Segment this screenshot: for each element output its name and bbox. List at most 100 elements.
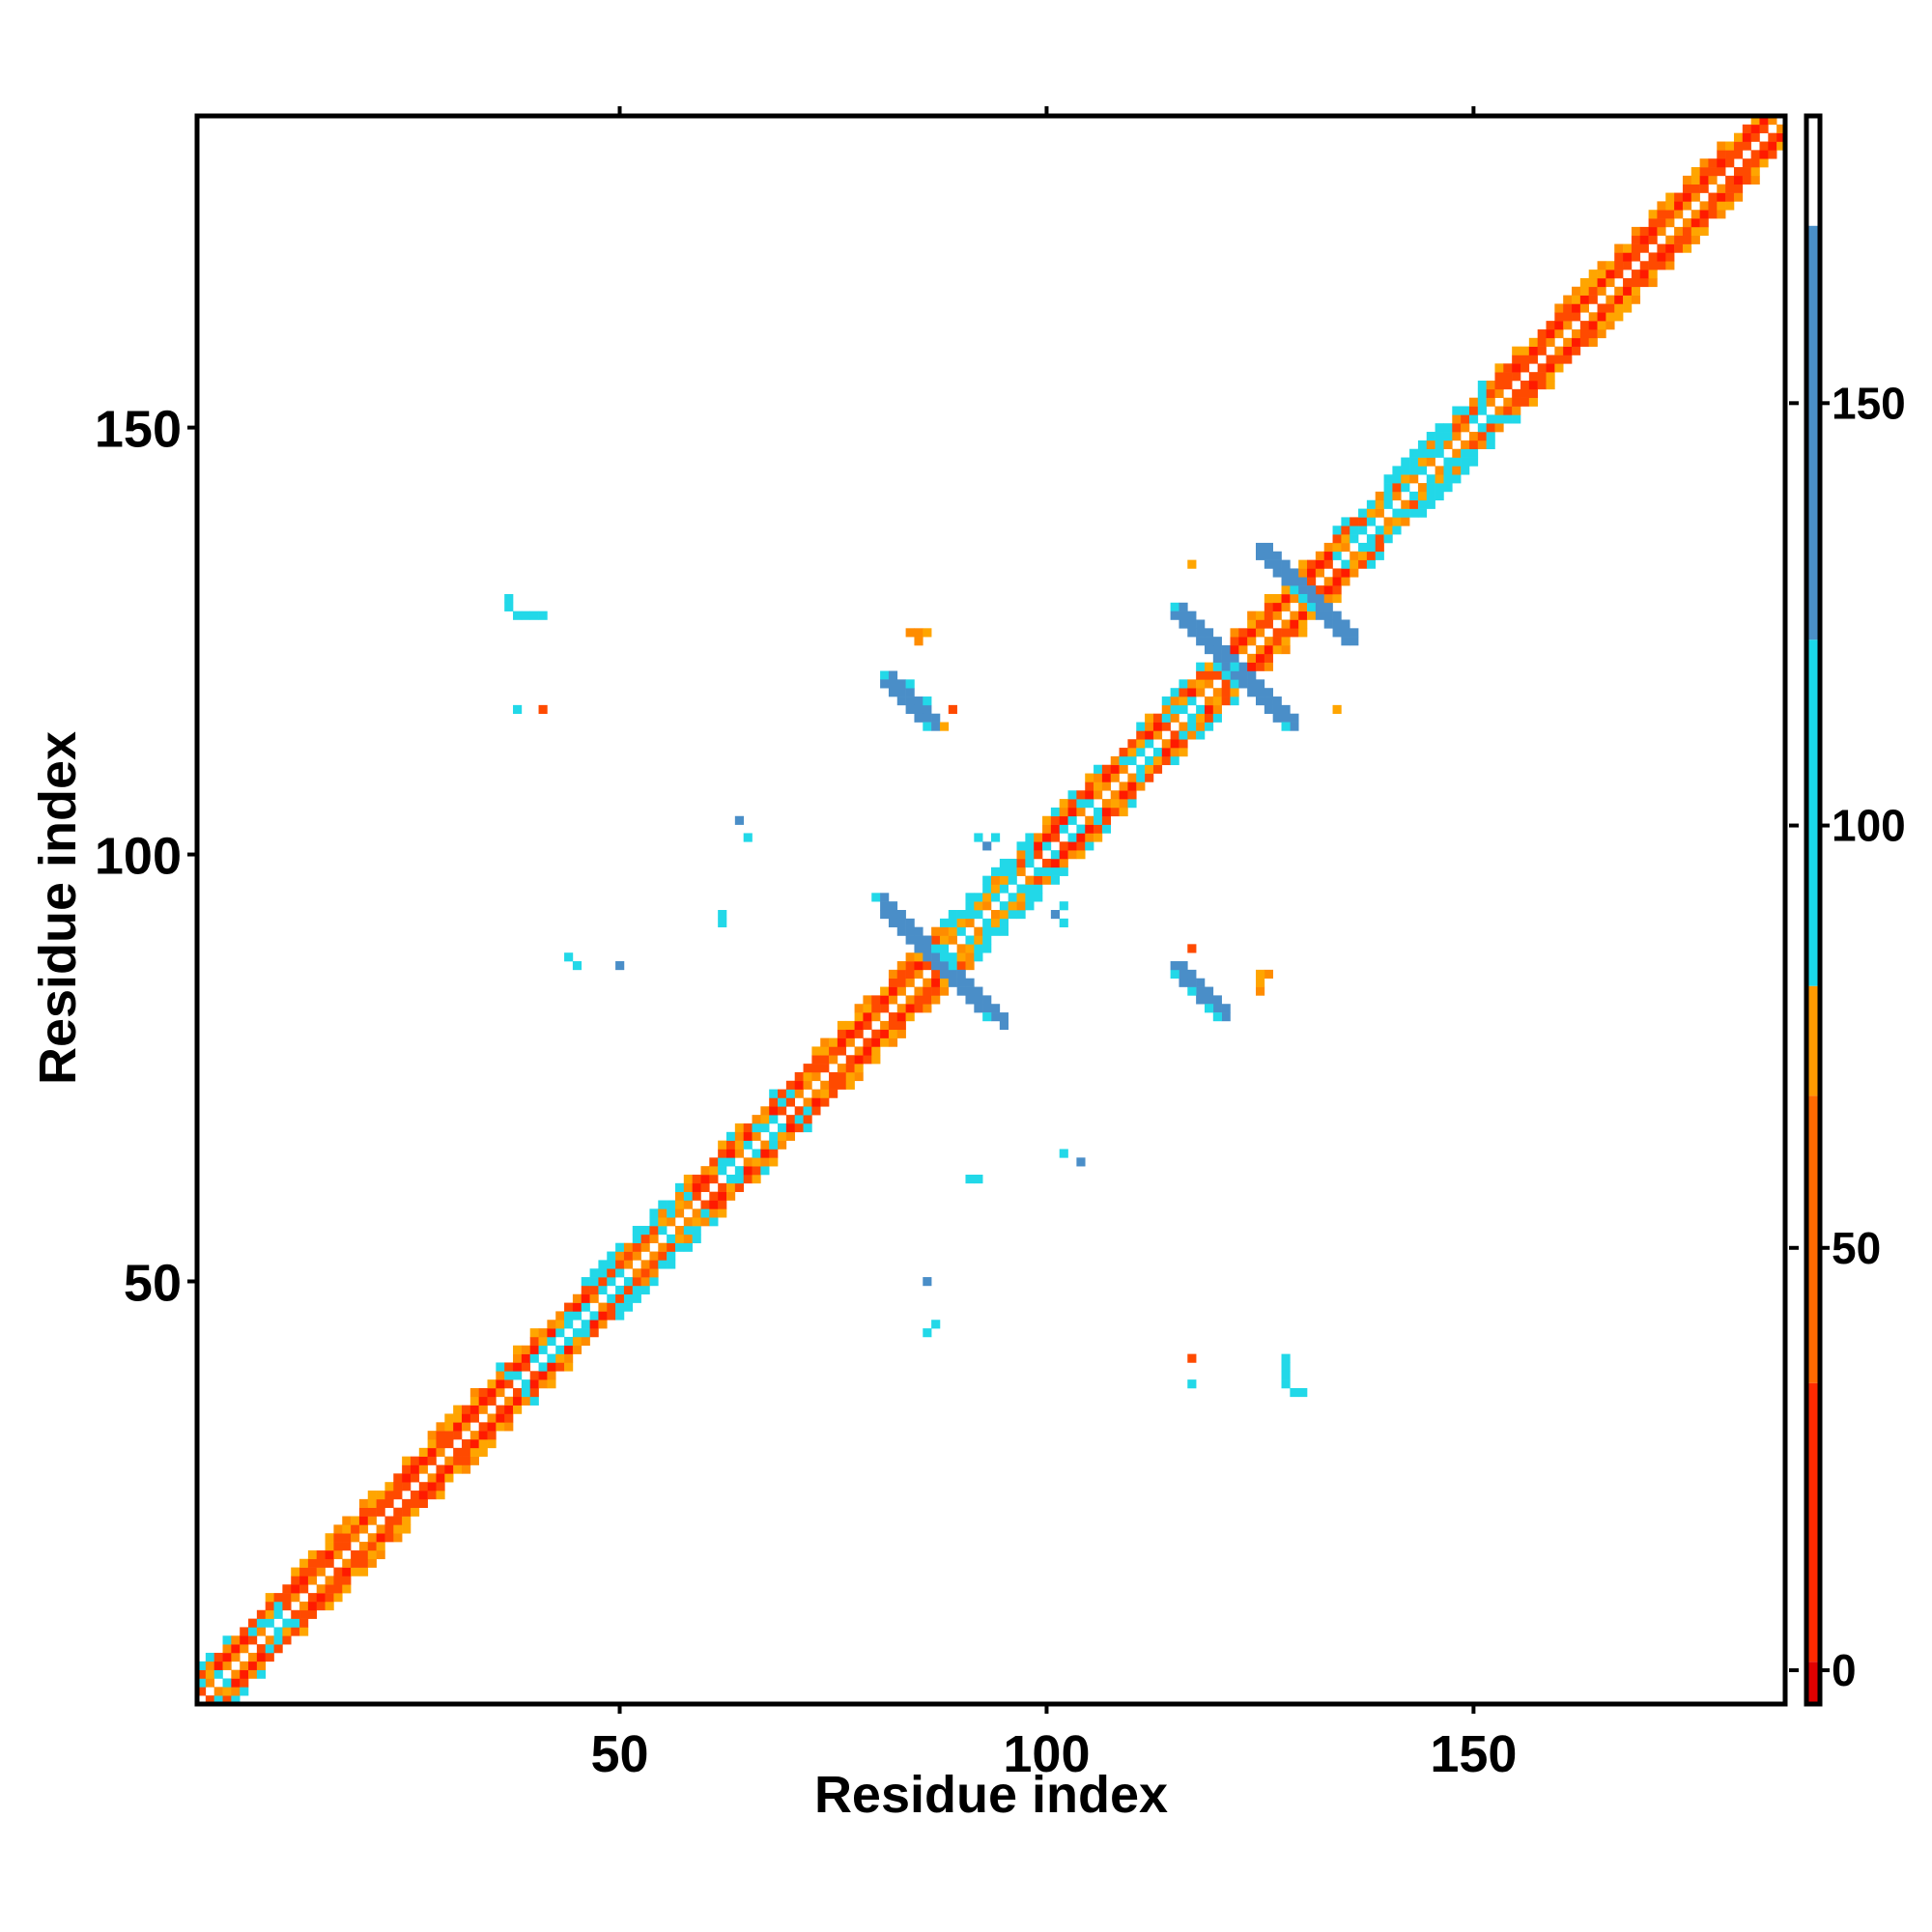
heatmap-cell xyxy=(1375,499,1384,509)
heatmap-cell xyxy=(709,1217,719,1227)
heatmap-cell xyxy=(896,978,906,987)
heatmap-cell xyxy=(811,1106,821,1116)
heatmap-cell xyxy=(1110,807,1120,817)
heatmap-cell xyxy=(948,961,957,971)
heatmap-cell xyxy=(803,1064,812,1073)
heatmap-cell xyxy=(1050,875,1061,885)
heatmap-cell xyxy=(803,1106,812,1116)
heatmap-cell xyxy=(478,1431,488,1440)
heatmap-cell xyxy=(667,1251,676,1261)
heatmap-cell xyxy=(1332,534,1342,544)
heatmap-cell xyxy=(1452,448,1462,458)
heatmap-cell xyxy=(538,611,548,620)
heatmap-cell xyxy=(1247,653,1257,663)
heatmap-cell xyxy=(418,1482,428,1492)
heatmap-cell xyxy=(1468,448,1479,458)
heatmap-cell xyxy=(299,1584,309,1594)
heatmap-cell xyxy=(1332,551,1342,560)
heatmap-cell xyxy=(1383,526,1393,535)
heatmap-cell xyxy=(1315,611,1325,620)
heatmap-cell xyxy=(1572,312,1581,322)
heatmap-cell xyxy=(376,1507,385,1517)
heatmap-cell xyxy=(547,1379,556,1389)
heatmap-cell xyxy=(632,1226,641,1236)
heatmap-cell xyxy=(504,593,514,604)
heatmap-cell xyxy=(1221,653,1231,663)
heatmap-cell xyxy=(1204,713,1214,723)
heatmap-cell xyxy=(1401,499,1410,509)
heatmap-cell xyxy=(1768,150,1777,159)
heatmap-cell xyxy=(427,1482,437,1492)
heatmap-cell xyxy=(854,1029,864,1038)
heatmap-cell xyxy=(1247,611,1257,620)
heatmap-cell xyxy=(888,688,898,697)
heatmap-cell xyxy=(623,1260,634,1269)
heatmap-cell xyxy=(1383,499,1393,509)
heatmap-cell xyxy=(658,1260,668,1269)
heatmap-cell xyxy=(1512,406,1521,415)
heatmap-cell xyxy=(615,1268,625,1278)
heatmap-cell xyxy=(1187,688,1197,697)
heatmap-cell xyxy=(1623,277,1633,288)
heatmap-cell xyxy=(803,1115,812,1124)
heatmap-cell xyxy=(453,1413,463,1423)
heatmap-cell xyxy=(1179,730,1188,740)
heatmap-cell xyxy=(1725,184,1735,193)
heatmap-cell xyxy=(1016,901,1026,911)
heatmap-cell xyxy=(393,1524,403,1534)
heatmap-cell xyxy=(1350,534,1359,544)
heatmap-cell xyxy=(1699,167,1709,177)
colorbar-band xyxy=(1806,985,1820,1096)
heatmap-cell xyxy=(991,1004,1001,1013)
heatmap-cell xyxy=(1537,328,1547,339)
heatmap-cell xyxy=(615,1285,625,1295)
heatmap-cell xyxy=(427,1473,437,1483)
heatmap-cell xyxy=(462,1464,471,1474)
heatmap-cell xyxy=(564,1362,574,1372)
heatmap-cell xyxy=(1204,679,1214,689)
heatmap-cell xyxy=(683,1175,693,1184)
heatmap-cell xyxy=(1733,192,1744,202)
heatmap-cell xyxy=(607,1251,616,1261)
heatmap-cell xyxy=(1486,423,1495,433)
heatmap-cell xyxy=(863,1055,872,1065)
heatmap-cell xyxy=(1699,175,1709,185)
heatmap-cell xyxy=(487,1422,497,1432)
heatmap-cell xyxy=(965,910,975,920)
heatmap-cell xyxy=(256,1661,267,1670)
heatmap-cell xyxy=(1494,381,1504,390)
heatmap-cell xyxy=(1392,466,1402,475)
heatmap-cell xyxy=(1315,602,1325,611)
heatmap-cell xyxy=(1512,414,1521,424)
heatmap-cell xyxy=(1290,713,1299,723)
heatmap-cell xyxy=(1264,653,1273,663)
heatmap-cell xyxy=(1690,210,1700,219)
heatmap-cell xyxy=(880,910,890,920)
heatmap-cell xyxy=(982,884,992,894)
heatmap-cell xyxy=(1272,704,1282,715)
heatmap-cell xyxy=(820,1080,830,1090)
heatmap-cell xyxy=(769,1131,779,1141)
heatmap-cell xyxy=(240,1627,249,1636)
heatmap-cell xyxy=(743,1122,753,1133)
heatmap-cell xyxy=(692,1234,701,1244)
heatmap-cell xyxy=(1042,833,1052,842)
heatmap-cell xyxy=(231,1669,241,1679)
heatmap-cell xyxy=(529,1353,539,1363)
heatmap-cell xyxy=(632,1234,641,1244)
heatmap-cell xyxy=(956,986,966,996)
heatmap-cell xyxy=(1067,799,1077,809)
heatmap-cell xyxy=(1512,397,1521,407)
heatmap-cell xyxy=(999,858,1009,868)
heatmap-cell xyxy=(572,1293,582,1303)
heatmap-cell xyxy=(896,696,906,706)
heatmap-cell xyxy=(1187,628,1197,638)
heatmap-cell xyxy=(974,910,983,920)
heatmap-cell xyxy=(504,1362,514,1372)
heatmap-cell xyxy=(444,1456,454,1465)
heatmap-cell xyxy=(444,1473,454,1483)
heatmap-cell xyxy=(1614,303,1624,313)
heatmap-cell xyxy=(256,1644,267,1654)
heatmap-cell xyxy=(811,1097,821,1107)
